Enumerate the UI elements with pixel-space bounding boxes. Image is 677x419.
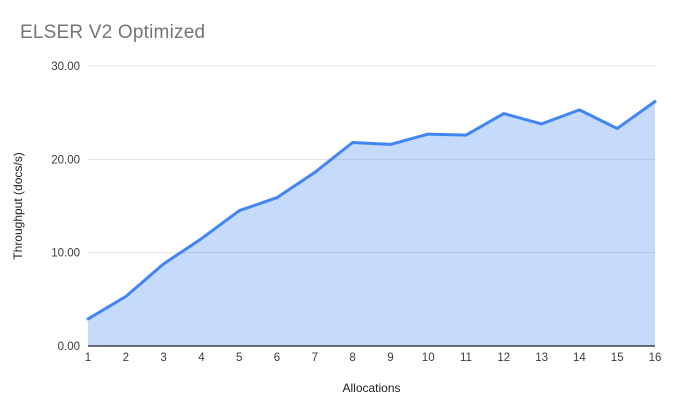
x-tick-label: 4 <box>198 352 205 364</box>
y-tick-label: 20.00 <box>51 154 80 166</box>
x-tick-label: 3 <box>160 352 166 364</box>
line-series <box>86 100 657 321</box>
x-tick-label: 10 <box>422 352 435 364</box>
x-tick-label: 7 <box>312 352 318 364</box>
x-tick-label: 5 <box>236 352 242 364</box>
x-tick-label: 9 <box>387 352 393 364</box>
x-tick-label: 8 <box>349 352 355 364</box>
x-tick-label: 11 <box>460 352 472 364</box>
y-axis-title: Throughput (docs/s) <box>11 152 25 259</box>
x-tick-label: 12 <box>497 352 510 364</box>
x-axis-title: Allocations <box>342 381 400 395</box>
chart-title: ELSER V2 Optimized <box>20 22 206 43</box>
x-tick-label: 14 <box>573 352 586 364</box>
x-tick-label: 2 <box>123 352 129 364</box>
x-tick-label: 16 <box>649 352 662 364</box>
y-tick-label: 0.00 <box>58 341 80 353</box>
x-tick-label: 15 <box>611 352 624 364</box>
y-tick-label: 30.00 <box>51 61 80 73</box>
x-tick-label: 6 <box>274 352 280 364</box>
y-tick-label: 10.00 <box>51 248 80 260</box>
x-tick-label: 1 <box>85 352 91 364</box>
area-fill <box>88 101 655 346</box>
x-tick-label: 13 <box>535 352 548 364</box>
